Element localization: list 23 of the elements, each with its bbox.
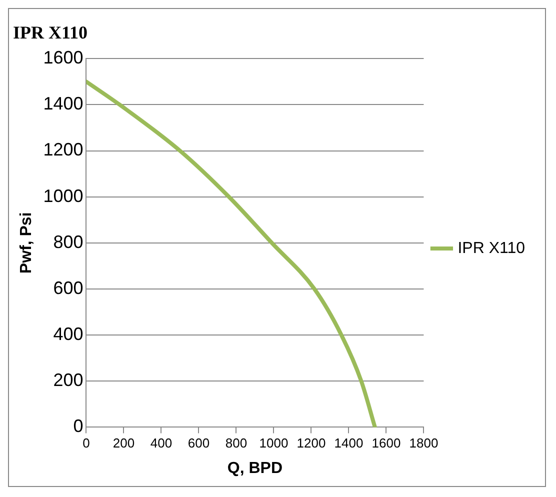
y-tick-label: 400 bbox=[53, 324, 84, 344]
x-tick-label: 1200 bbox=[296, 436, 326, 451]
legend-label: IPR X110 bbox=[458, 240, 526, 257]
chart-title: IPR X110 bbox=[13, 22, 88, 42]
x-tick-label: 200 bbox=[112, 436, 135, 451]
y-tick-label: 1600 bbox=[43, 48, 84, 68]
y-tick-label: 800 bbox=[53, 232, 84, 252]
x-tick-label: 1400 bbox=[334, 436, 364, 451]
x-tick-label: 800 bbox=[225, 436, 248, 451]
y-tick-label: 0 bbox=[73, 416, 84, 436]
x-axis-title: Q, BPD bbox=[227, 460, 283, 477]
y-axis-title: Pwf, Psi bbox=[18, 212, 36, 274]
x-tick-label: 400 bbox=[150, 436, 172, 451]
y-tick-label: 1000 bbox=[43, 186, 84, 206]
y-tick-label: 1400 bbox=[43, 94, 84, 114]
x-tick-label: 1800 bbox=[409, 436, 438, 451]
line-series bbox=[86, 80, 377, 428]
x-tick-label: 1000 bbox=[259, 436, 288, 451]
x-tick-label: 600 bbox=[188, 436, 210, 451]
y-tick-label: 200 bbox=[53, 370, 84, 390]
y-tick-label: 600 bbox=[53, 278, 84, 298]
y-tick-label: 1200 bbox=[43, 140, 84, 160]
x-tick-label: 1600 bbox=[372, 436, 401, 451]
